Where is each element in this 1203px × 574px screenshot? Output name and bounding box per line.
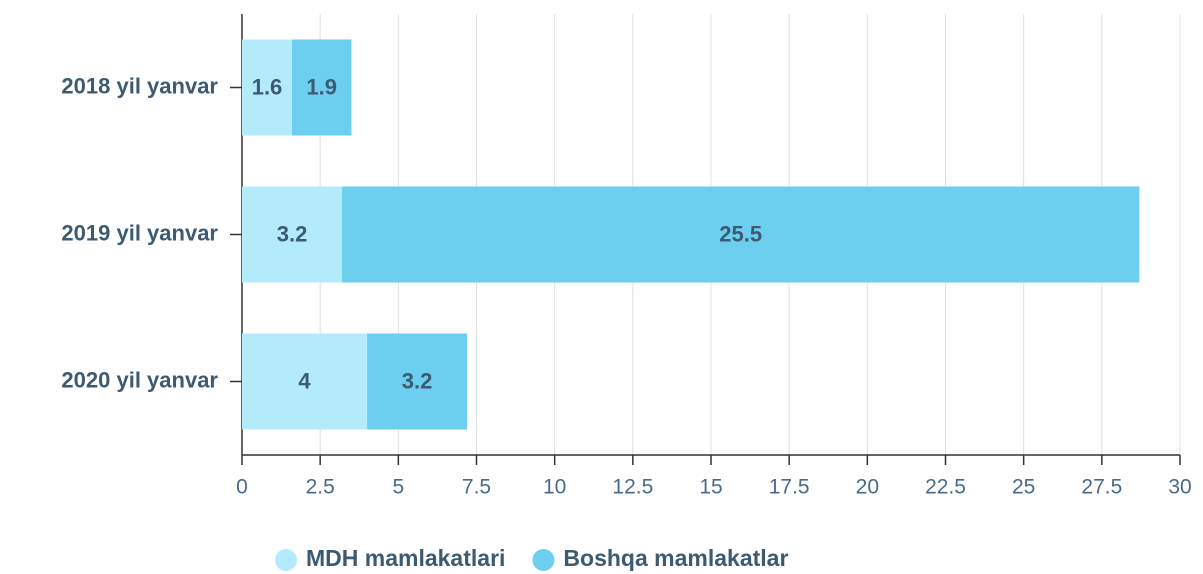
data-label: 3.2 — [402, 368, 433, 393]
x-tick-label: 0 — [236, 476, 248, 499]
x-tick-label: 22.5 — [925, 476, 966, 499]
x-tick-label: 27.5 — [1081, 476, 1122, 499]
y-tick-label: 2019 yil yanvar — [61, 220, 218, 245]
y-tick-label: 2018 yil yanvar — [61, 73, 218, 98]
legend-marker — [275, 549, 297, 571]
x-tick-label: 7.5 — [462, 476, 491, 499]
x-tick-label: 10 — [543, 476, 566, 499]
x-tick-label: 20 — [856, 476, 879, 499]
x-tick-label: 17.5 — [769, 476, 810, 499]
legend-label: MDH mamlakatlari — [306, 545, 505, 571]
legend-label: Boshqa mamlakatlar — [563, 545, 788, 571]
data-label: 25.5 — [719, 221, 762, 246]
x-tick-label: 12.5 — [612, 476, 653, 499]
x-tick-label: 2.5 — [306, 476, 335, 499]
x-tick-label: 15 — [699, 476, 722, 499]
data-label: 1.9 — [306, 74, 337, 99]
bar — [242, 333, 368, 430]
x-tick-label: 30 — [1168, 476, 1191, 499]
bar — [292, 39, 352, 136]
data-label: 3.2 — [277, 221, 308, 246]
bar — [242, 39, 293, 136]
bar — [342, 186, 1140, 283]
x-tick-label: 25 — [1012, 476, 1035, 499]
data-label: 4 — [298, 368, 311, 393]
y-tick-label: 2020 yil yanvar — [61, 367, 218, 392]
data-label: 1.6 — [252, 74, 283, 99]
legend-marker — [532, 549, 555, 571]
bar — [242, 186, 343, 283]
bar — [367, 333, 468, 430]
x-tick-label: 5 — [392, 476, 404, 499]
